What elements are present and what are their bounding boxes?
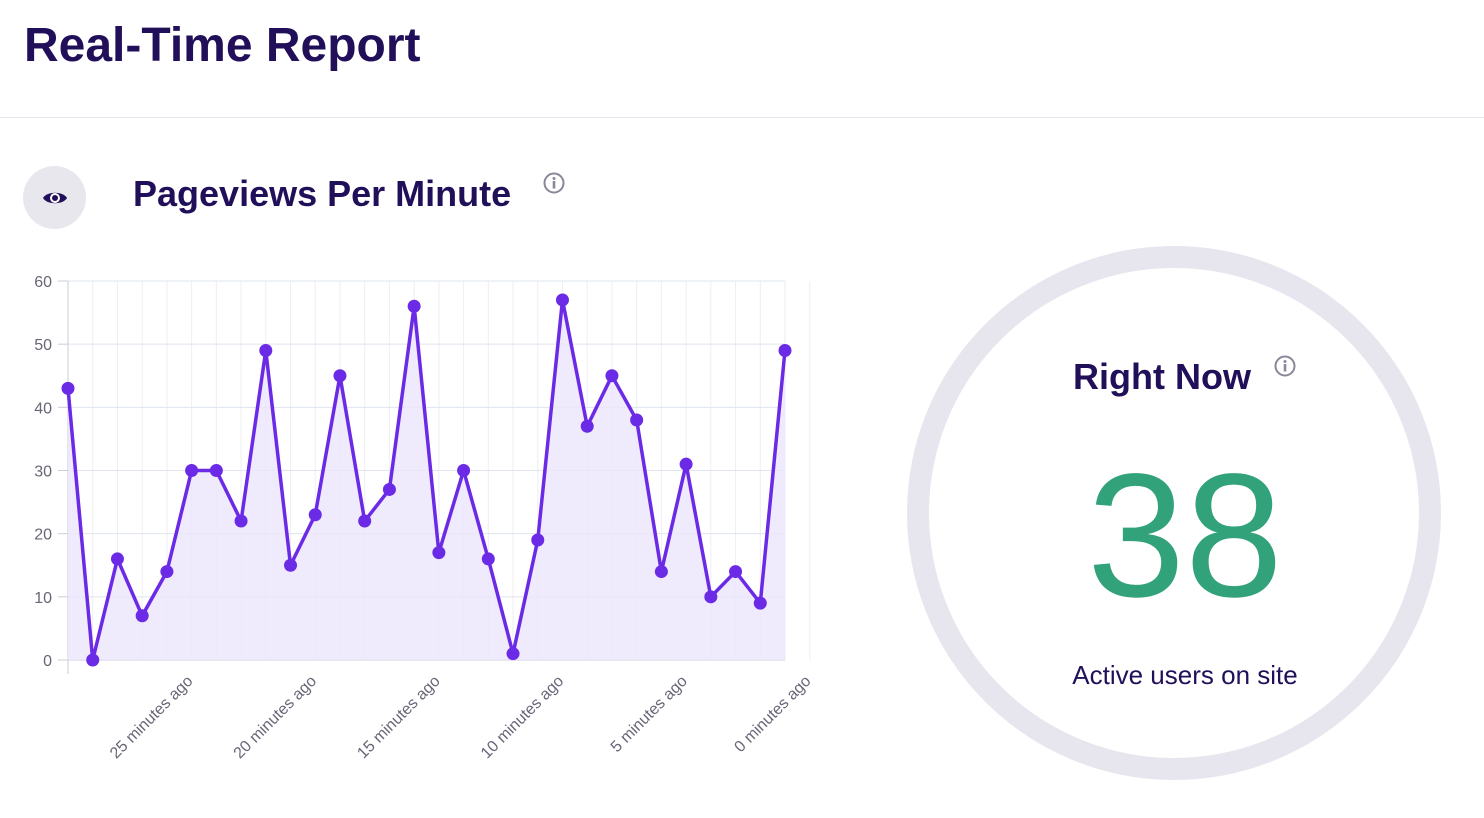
page-title: Real-Time Report [24,19,421,72]
pageviews-area [68,299,785,660]
data-point [234,514,248,528]
data-point [209,464,223,477]
data-point [605,369,619,383]
pageviews-title: Pageviews Per Minute [133,173,512,214]
data-point [61,381,75,395]
data-point [506,647,520,661]
x-axis: 25 minutes ago 20 minutes ago 15 minutes a… [107,673,815,762]
data-point [531,533,545,547]
data-point [407,299,421,313]
active-users-count: 38 [1087,438,1283,634]
x-tick-label: 25 minutes ago [107,673,196,762]
data-point [382,482,396,496]
x-tick-label: 0 minutes ago [731,673,814,756]
y-tick-label: 40 [34,400,52,417]
data-point [654,565,668,579]
data-point [259,343,273,357]
x-tick-label: 15 minutes ago [354,673,443,762]
data-point [778,343,792,357]
data-point [358,514,372,528]
report-header: Real-Time Report [0,0,1484,118]
data-point [580,419,594,433]
y-tick-label: 30 [34,464,52,481]
data-point [457,464,471,477]
data-point [432,546,446,560]
data-point [135,609,149,623]
data-point [333,369,347,383]
info-icon[interactable] [1274,355,1296,377]
data-point [110,552,124,566]
x-tick-label: 20 minutes ago [231,673,320,762]
data-point [753,596,767,610]
x-tick-label: 5 minutes ago [608,673,691,756]
info-icon[interactable] [543,172,565,194]
y-axis: 0 10 20 30 40 50 60 [34,274,68,670]
y-tick-label: 10 [34,590,52,607]
pageviews-icon-badge [23,166,86,229]
data-point [630,413,644,427]
eye-icon [42,192,67,203]
pageviews-line [66,299,787,661]
data-point [185,464,199,477]
x-tick-label: 10 minutes ago [478,673,567,762]
right-now-title: Right Now [1073,356,1251,397]
active-users-label: Active users on site [1072,660,1298,690]
data-point [86,653,100,667]
data-point [704,590,718,604]
y-tick-label: 50 [34,337,52,354]
y-tick-label: 20 [34,527,52,544]
data-point [679,457,693,471]
pageviews-points [61,293,792,667]
y-tick-label: 0 [43,653,52,670]
y-tick-label: 60 [34,274,52,291]
data-point [481,552,495,566]
pageviews-chart: 0 10 20 30 40 50 60 25 minutes ago 20 minutes a… [34,274,815,762]
data-point [160,565,174,579]
data-point [555,293,569,307]
data-point [284,558,298,572]
data-point [308,508,322,522]
data-point [729,565,743,579]
